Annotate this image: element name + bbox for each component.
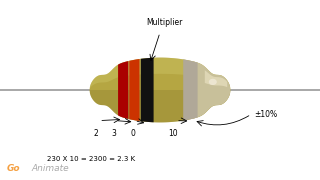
Polygon shape [183,59,197,121]
Text: 3: 3 [111,129,116,138]
Polygon shape [90,58,230,90]
Text: ±10%: ±10% [254,110,277,119]
Text: 230 X 10 = 2300 = 2.3 K: 230 X 10 = 2300 = 2.3 K [47,156,135,162]
Text: 2: 2 [94,129,98,138]
Ellipse shape [209,79,217,85]
Polygon shape [90,90,230,122]
Polygon shape [90,58,230,122]
Polygon shape [118,61,128,119]
Text: 10: 10 [168,129,178,138]
Polygon shape [141,58,154,122]
Polygon shape [205,70,227,87]
Text: Multiplier: Multiplier [147,18,183,27]
Text: Animate: Animate [31,164,69,173]
Polygon shape [129,59,140,121]
Text: 0: 0 [130,129,135,138]
Polygon shape [192,61,230,119]
Text: Go: Go [7,164,20,173]
